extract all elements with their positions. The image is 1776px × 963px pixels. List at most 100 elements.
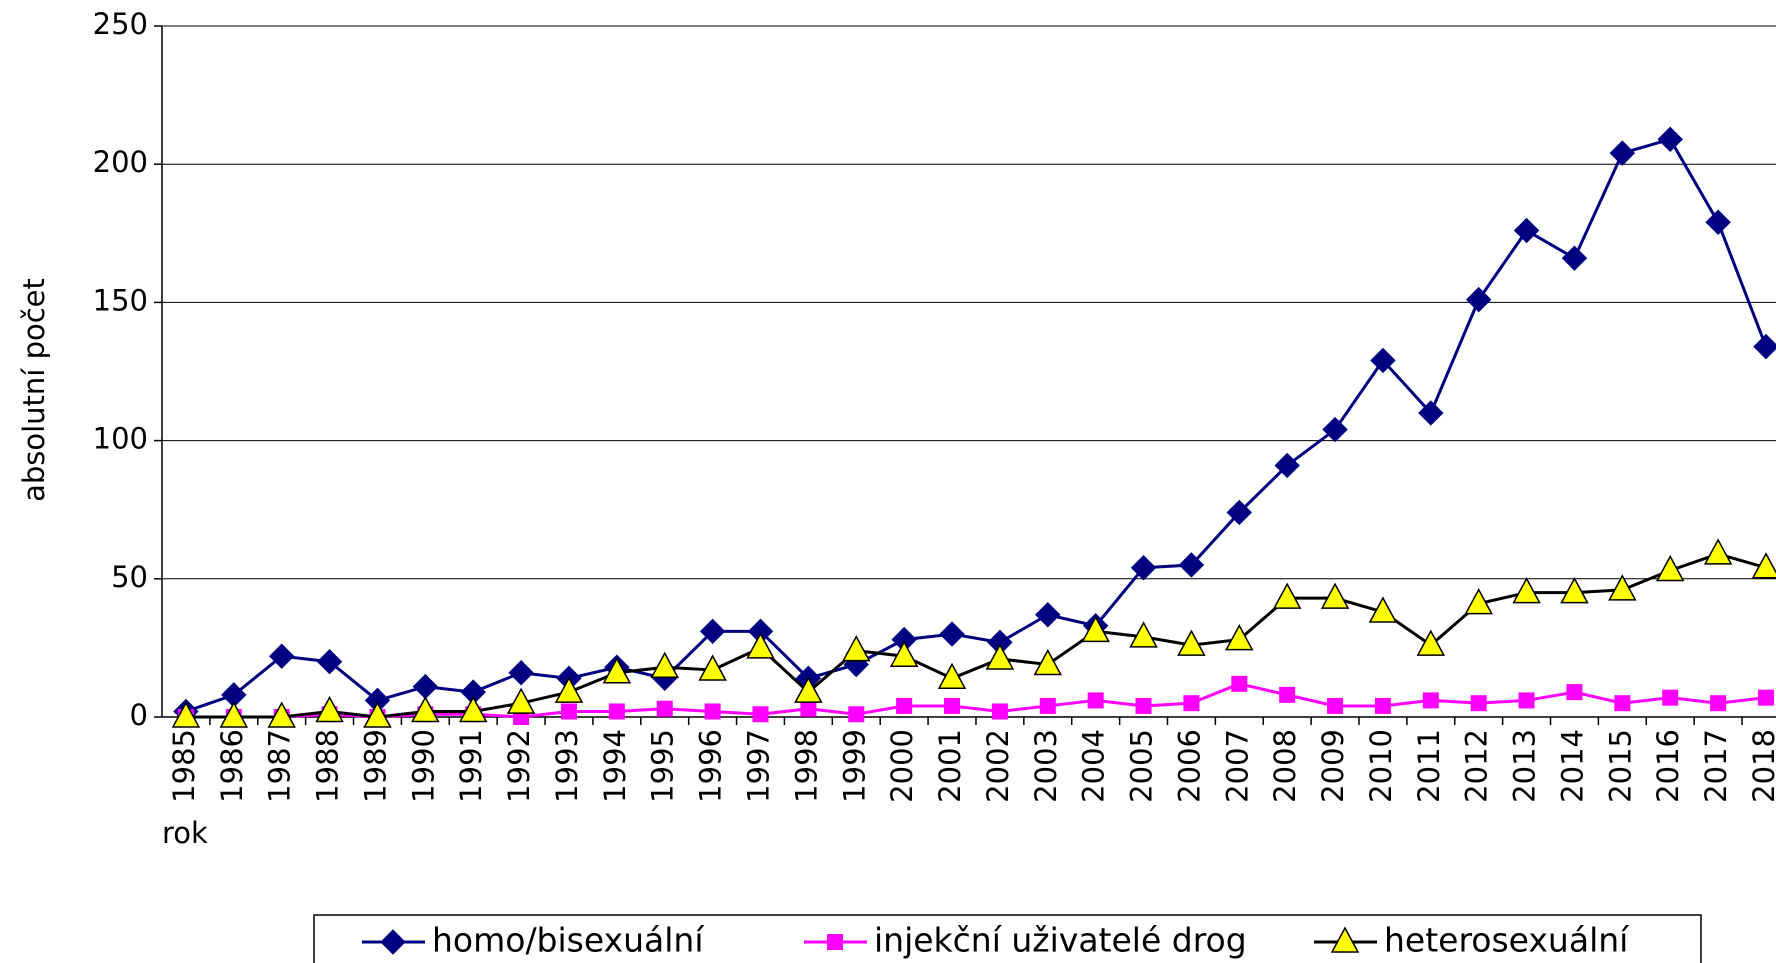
triangle-marker [602,657,632,684]
diamond-marker [268,643,295,669]
square-marker [1470,695,1487,712]
x-tick-label: 1999 [837,729,871,803]
square-marker [1566,684,1583,701]
x-tick-label: 2015 [1603,729,1637,803]
triangle-marker [363,701,392,728]
square-marker [1231,675,1248,692]
triangle-marker [1512,577,1541,604]
square-marker [848,706,865,723]
triangle-marker [1225,624,1254,651]
x-tick-label: 1995 [646,729,680,803]
x-tick-label: 1987 [263,729,297,803]
triangle-marker [1655,554,1685,582]
diamond-marker [1226,499,1253,526]
triangle-marker [1751,552,1776,579]
x-tick-label: 2004 [1077,729,1111,803]
triangle-marker [794,676,823,703]
series-line [185,137,1768,713]
diamond-marker [316,649,343,675]
triangle-marker [1177,629,1206,656]
legend-label: injekční uživatelé drog [874,921,1247,960]
x-tick-label: 1986 [215,729,249,803]
legend-label: homo/bisexuální [432,921,705,960]
x-tick-label: 2013 [1508,729,1542,803]
diamond-marker [1370,347,1396,374]
y-tick-label: 150 [93,283,148,317]
square-marker [1183,695,1200,712]
triangle-marker [171,701,201,728]
triangle-marker [1272,582,1302,609]
x-tick-label: 1990 [406,729,440,803]
diamond-marker [1657,126,1683,153]
triangle-marker [1416,629,1446,656]
triangle-marker [650,651,679,678]
square-marker [944,697,961,714]
x-tick-label: 1988 [311,729,345,803]
y-tick-label: 200 [93,145,148,179]
x-tick-label: 1992 [502,729,536,803]
triangle-marker [219,701,249,728]
legend-marker [1330,926,1360,953]
diamond-marker [1035,602,1061,628]
square-marker [896,697,913,714]
triangle-marker [1320,582,1350,609]
x-tick-label: 1989 [358,729,392,803]
diamond-marker [1178,552,1205,578]
series-line [185,682,1767,719]
diamond-marker [1274,452,1300,479]
y-tick-label: 100 [93,422,148,456]
triangle-marker [698,654,727,681]
diamond-marker [1561,245,1588,271]
x-axis-label: rok [162,816,208,850]
triangle-marker [937,662,967,690]
square-marker [1518,692,1535,709]
triangle-marker [267,701,296,728]
triangle-marker [411,695,440,723]
square-marker [1614,695,1631,712]
square-marker [560,703,577,720]
triangle-marker [1033,648,1063,676]
triangle-marker [985,643,1015,670]
square-marker [1135,697,1152,714]
x-tick-label: 2009 [1316,729,1350,803]
y-tick-label: 250 [93,7,148,41]
triangle-marker [506,687,536,714]
square-marker [704,703,721,720]
square-marker [1422,692,1439,709]
x-tick-label: 2011 [1412,729,1446,803]
triangle-marker [842,635,871,662]
x-tick-label: 2014 [1555,729,1589,803]
triangle-marker [554,676,584,703]
diamond-marker [939,621,965,647]
x-tick-label: 1993 [550,729,584,803]
series-line [185,552,1767,719]
x-tick-label: 1997 [742,729,776,803]
x-tick-label: 1998 [789,729,823,803]
triangle-marker [458,695,488,723]
x-tick-label: 2016 [1651,729,1685,803]
x-tick-label: 2002 [981,729,1015,803]
diamond-marker [412,673,439,700]
x-tick-label: 1985 [167,729,201,803]
triangle-marker [889,640,919,667]
x-tick-label: 2005 [1125,729,1159,803]
diamond-marker [1322,416,1348,443]
triangle-marker [1608,574,1637,601]
triangle-marker [1560,577,1589,604]
x-tick-label: 2012 [1460,729,1494,803]
diamond-marker [1130,555,1157,581]
diamond-marker [1465,286,1492,313]
legend-label: heterosexuální [1384,921,1630,960]
square-marker [1710,695,1727,712]
diamond-marker [508,660,534,686]
square-marker [1279,686,1296,703]
triangle-marker [1703,538,1733,565]
y-axis-label: absolutní počet [17,278,51,502]
x-tick-label: 1991 [454,729,488,803]
x-tick-label: 2001 [933,729,967,803]
square-marker [1374,697,1391,714]
x-tick-label: 1994 [598,729,632,803]
triangle-marker [1368,596,1398,623]
x-tick-label: 2003 [1029,729,1063,803]
